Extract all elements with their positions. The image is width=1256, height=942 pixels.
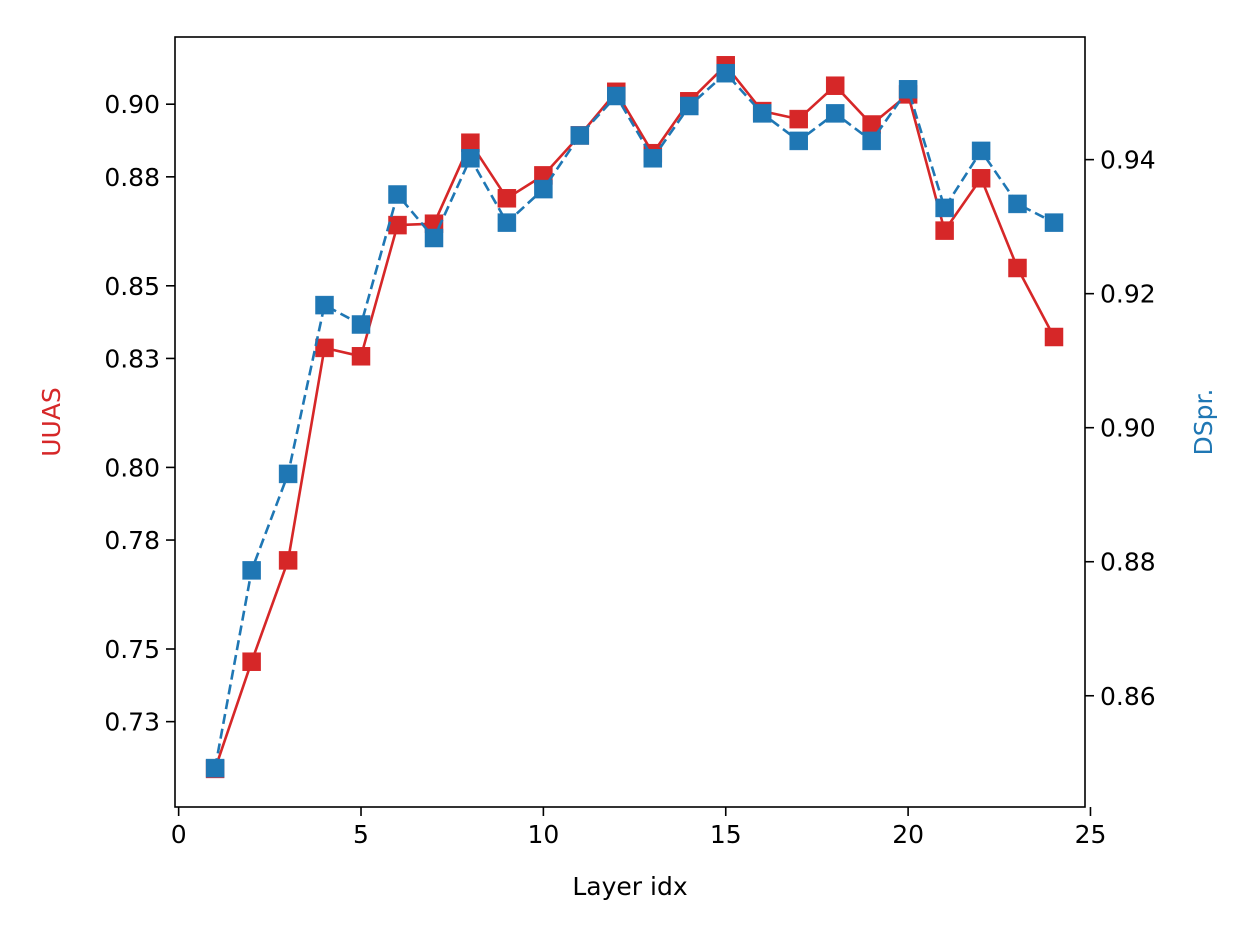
data-point-right (315, 295, 334, 315)
data-point-left (278, 551, 298, 570)
ticks-layer: 0 5 10 15 20 25 0.73 0.75 0.78 0.80 0.83 0.85 0.88 0.… (104, 90, 1155, 849)
data-point-right (643, 149, 663, 168)
data-point-left (789, 109, 808, 129)
right-y-axis-label: DSpr. (1189, 389, 1218, 456)
data-point-right (205, 758, 225, 778)
data-point-right (607, 86, 626, 106)
data-point-left (388, 215, 407, 235)
data-point-right (716, 63, 735, 83)
x-tick-label: 25 (1075, 820, 1107, 849)
series-right-axis (205, 63, 1064, 778)
right-y-tick-label: 0.94 (1100, 146, 1156, 175)
data-point-left (461, 133, 480, 152)
right-y-tick-label: 0.92 (1100, 280, 1156, 309)
data-point-left (497, 189, 517, 208)
data-point-right (497, 213, 517, 232)
data-point-right (424, 228, 444, 248)
data-point-right (971, 141, 991, 161)
left-y-tick-label: 0.78 (104, 526, 160, 555)
data-point-right (789, 131, 808, 151)
left-y-tick-label: 0.88 (104, 163, 160, 192)
data-point-left (935, 221, 954, 240)
data-point-right (825, 104, 845, 123)
x-tick-label: 0 (171, 820, 187, 849)
data-point-left (242, 652, 261, 671)
right-y-tick-label: 0.88 (1100, 548, 1156, 577)
data-point-left (971, 169, 991, 188)
data-point-right (1008, 194, 1027, 214)
data-point-right (351, 315, 371, 334)
data-point-right (752, 104, 772, 123)
x-tick-label: 5 (353, 820, 369, 849)
data-point-right (680, 96, 699, 116)
data-point-right (242, 561, 261, 580)
data-point-right (1044, 213, 1064, 232)
left-y-tick-label: 0.85 (104, 272, 160, 301)
data-point-right (862, 131, 881, 151)
left-y-tick-label: 0.90 (104, 90, 160, 119)
right-y-tick-label: 0.86 (1100, 682, 1156, 711)
x-axis-label: Layer idx (572, 872, 687, 901)
left-y-axis-label: UUAS (37, 387, 66, 457)
x-tick-label: 20 (892, 820, 924, 849)
data-point-right (461, 149, 480, 168)
data-point-right (278, 464, 298, 484)
data-point-left (351, 347, 371, 366)
data-point-left (1044, 327, 1064, 347)
left-y-tick-label: 0.75 (104, 635, 160, 664)
plot-frame (174, 36, 1086, 808)
data-point-right (570, 126, 590, 145)
data-point-right (534, 179, 553, 199)
data-point-right (935, 198, 954, 218)
data-point-left (825, 76, 845, 95)
data-point-left (1008, 258, 1027, 278)
data-point-right (388, 185, 407, 204)
right-y-tick-label: 0.90 (1100, 414, 1156, 443)
data-point-left (315, 338, 334, 358)
left-y-tick-label: 0.83 (104, 344, 160, 373)
data-point-right (898, 80, 918, 99)
series-layer (205, 56, 1064, 779)
left-y-tick-label: 0.73 (104, 708, 160, 737)
x-tick-label: 15 (710, 820, 742, 849)
x-tick-label: 10 (527, 820, 559, 849)
left-y-tick-label: 0.80 (104, 453, 160, 482)
